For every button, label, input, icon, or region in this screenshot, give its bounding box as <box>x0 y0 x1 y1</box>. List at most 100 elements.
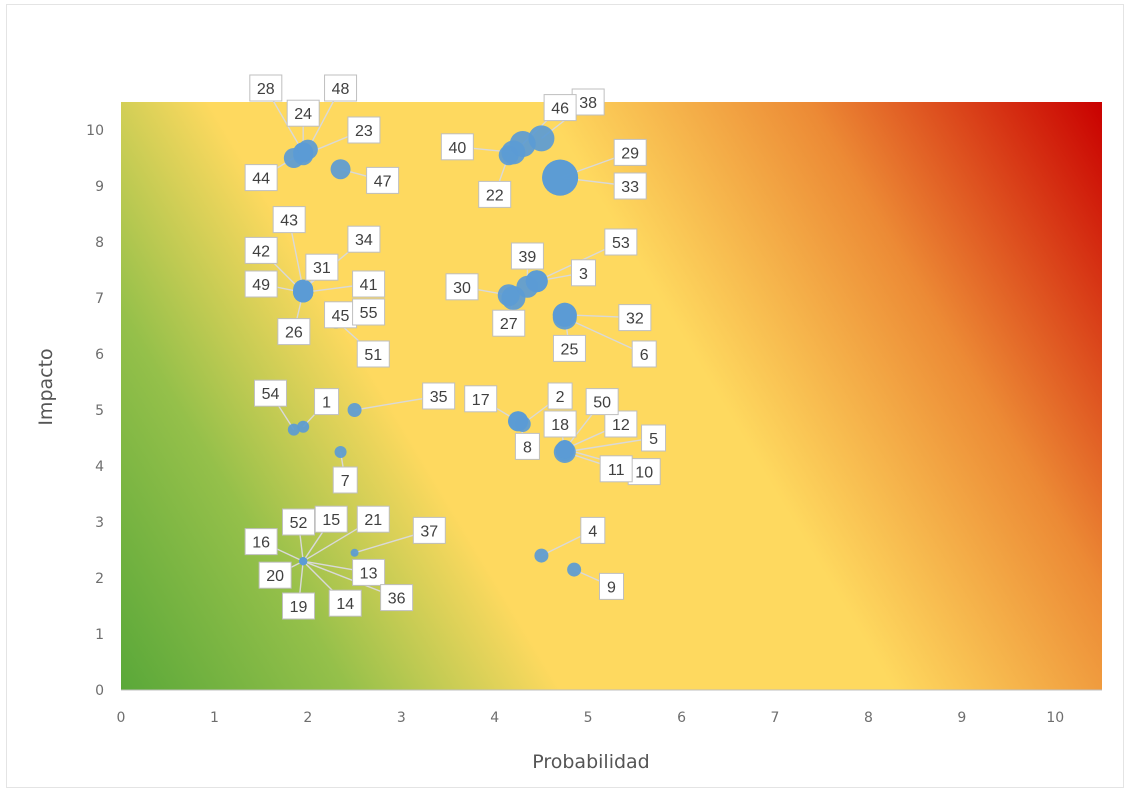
data-point <box>350 548 359 557</box>
data-label: 16 <box>252 535 270 552</box>
data-label: 46 <box>551 101 569 118</box>
y-tick-label: 0 <box>95 683 104 699</box>
data-label: 48 <box>332 81 350 98</box>
data-label: 24 <box>294 106 312 123</box>
data-point <box>347 403 362 417</box>
data-label-box <box>352 270 386 298</box>
data-label-box <box>552 334 586 362</box>
data-label-box <box>618 304 652 332</box>
data-label: 15 <box>322 512 340 529</box>
data-label-box <box>580 516 606 544</box>
data-label: 42 <box>252 243 270 260</box>
data-point <box>552 302 577 327</box>
data-point <box>509 131 536 157</box>
data-point <box>334 446 347 458</box>
data-label: 50 <box>593 395 611 412</box>
data-label: 26 <box>285 325 303 342</box>
data-label-box <box>599 455 633 483</box>
data-label-box <box>244 270 278 298</box>
data-label: 53 <box>612 235 630 252</box>
data-label: 11 <box>608 462 625 479</box>
data-label-box <box>286 99 320 127</box>
x-tick-label: 9 <box>957 710 966 726</box>
data-label-box <box>249 74 283 102</box>
x-tick-label: 0 <box>117 710 126 726</box>
data-point <box>293 282 314 303</box>
data-label-box <box>282 592 316 620</box>
data-label: 19 <box>290 599 308 616</box>
data-label-box <box>244 236 278 264</box>
data-label-box <box>324 74 358 102</box>
data-point <box>497 284 520 307</box>
data-label-box <box>547 382 573 410</box>
data-label: 2 <box>556 389 565 406</box>
x-tick-label: 10 <box>1046 710 1064 726</box>
x-axis-title: Probabilidad <box>532 751 650 773</box>
x-tick-label: 7 <box>771 710 780 726</box>
data-label-box <box>314 505 348 533</box>
data-label: 47 <box>374 173 392 190</box>
data-label: 13 <box>360 565 378 582</box>
data-point <box>542 159 579 196</box>
y-tick-labels: 0 1 2 3 4 5 6 7 8 9 10 <box>86 123 104 699</box>
data-label-box <box>356 505 390 533</box>
y-tick-label: 3 <box>95 515 104 531</box>
data-label-box <box>631 340 657 368</box>
data-label-box <box>440 133 474 161</box>
data-label: 38 <box>579 95 597 112</box>
data-label: 30 <box>453 280 471 297</box>
x-tick-label: 5 <box>584 710 593 726</box>
data-label-box <box>314 388 340 416</box>
data-label: 1 <box>322 395 331 412</box>
data-label-box <box>464 385 498 413</box>
y-tick-label: 6 <box>95 347 104 363</box>
data-label-box <box>352 558 386 586</box>
data-label: 36 <box>388 591 406 608</box>
data-label: 44 <box>252 171 270 188</box>
data-label-box <box>366 166 400 194</box>
data-label: 14 <box>336 596 354 613</box>
data-label: 17 <box>472 392 490 409</box>
data-label-box <box>585 388 619 416</box>
data-label: 39 <box>519 249 537 266</box>
data-label-box <box>543 410 577 438</box>
x-tick-label: 6 <box>677 710 686 726</box>
data-label: 6 <box>640 347 649 364</box>
data-label-box <box>324 301 358 329</box>
data-point <box>297 420 310 433</box>
data-labels: 1 234567891011121314151617181920212223242… <box>244 74 667 620</box>
y-tick-label: 2 <box>95 571 104 587</box>
data-point <box>299 557 308 566</box>
data-label: 52 <box>290 515 308 532</box>
y-tick-label: 1 <box>95 627 104 643</box>
data-label-box <box>492 309 526 337</box>
data-point <box>508 411 529 432</box>
y-tick-label: 4 <box>95 459 104 475</box>
data-label: 55 <box>360 305 378 322</box>
label-leader-line <box>564 316 645 355</box>
data-label-box <box>356 340 390 368</box>
data-label: 10 <box>635 465 653 482</box>
data-label-box <box>244 164 278 192</box>
y-tick-label: 9 <box>95 179 104 195</box>
label-leader-line <box>564 437 654 453</box>
x-tick-label: 4 <box>490 710 499 726</box>
data-label-box <box>347 225 381 253</box>
data-label-box <box>604 410 638 438</box>
data-label-box <box>510 242 544 270</box>
data-label: 25 <box>561 341 579 358</box>
data-label: 28 <box>257 81 275 98</box>
data-label-box <box>347 116 381 144</box>
data-label-box <box>478 180 512 208</box>
data-label-box <box>272 206 306 234</box>
data-label: 9 <box>607 579 616 596</box>
data-label-box <box>412 516 446 544</box>
y-tick-label: 7 <box>95 291 104 307</box>
data-label-box <box>352 298 386 326</box>
data-label: 33 <box>621 179 639 196</box>
data-label: 23 <box>355 123 373 140</box>
x-tick-label: 1 <box>210 710 219 726</box>
data-label: 29 <box>621 145 639 162</box>
data-point <box>555 440 574 459</box>
data-label-box <box>599 572 624 600</box>
